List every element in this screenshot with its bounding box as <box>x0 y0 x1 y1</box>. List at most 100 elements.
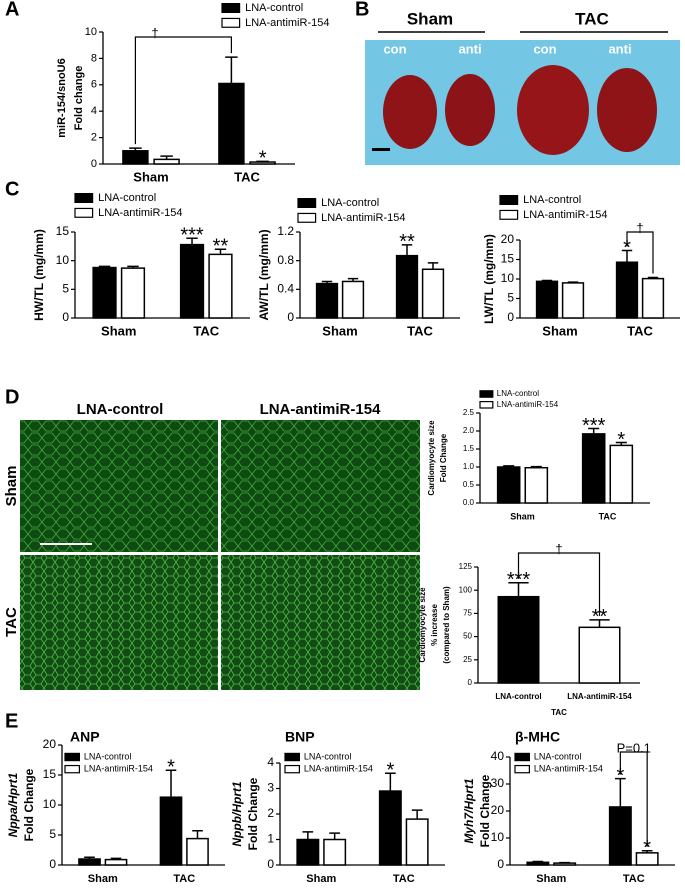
bar <box>378 790 402 866</box>
y-tick-label: 0 <box>91 158 97 170</box>
legend-swatch <box>221 17 241 28</box>
y-tick-label: 0.5 <box>463 480 475 489</box>
y-tick-label: 20 <box>501 232 515 246</box>
bar <box>120 267 146 319</box>
error-bar <box>160 155 173 160</box>
annotation: *** <box>180 225 204 247</box>
legend-swatch <box>499 209 519 220</box>
x-tick-label: TAC <box>193 323 219 338</box>
heart-photo: Sham TAC con anti con anti <box>365 9 680 165</box>
y-tick-label: 25 <box>463 655 472 664</box>
error-bar <box>84 856 95 859</box>
annotation: * <box>617 429 625 451</box>
bar <box>524 466 549 504</box>
y-tick-label: 1 <box>267 832 274 846</box>
y-tick-label: 0.8 <box>277 253 294 267</box>
group-label: Sham <box>407 9 453 28</box>
x-tick-label: TAC <box>623 873 645 885</box>
error-bar <box>192 830 203 839</box>
chart: 0 5 10 15 20 LW/TL (mg/mm) Sham TAC LNA-control L… <box>482 194 680 338</box>
chart: 0 25 50 75 100 125 Cardiomyocyte size% increas… <box>418 541 640 717</box>
y-tick-label: 15 <box>501 252 515 266</box>
bar <box>296 838 320 866</box>
chart: 0 1 2 3 4 Nppb/Hprt1 Fold Change BNP Sham TAC LNA-… <box>230 729 445 885</box>
panel-letter: A <box>5 0 19 20</box>
x-tick-label: TAC <box>173 873 195 885</box>
micrograph <box>20 555 218 690</box>
error-bar <box>214 248 227 255</box>
bar <box>208 253 233 319</box>
error-bar <box>621 249 633 263</box>
y-tick-label: 20 <box>491 803 505 817</box>
y-axis-label: Fold change <box>73 66 85 131</box>
legend-label: LNA-control <box>523 194 581 206</box>
x-tick-label: Sham <box>322 323 357 338</box>
y-tick-label: 2 <box>91 132 97 144</box>
y-axis-label: Nppb/Hprt1 <box>230 781 244 847</box>
annotation: † <box>151 25 158 40</box>
x-tick-label: LNA-antimiR-154 <box>567 692 632 701</box>
bar <box>641 277 665 319</box>
y-tick-label: 40 <box>491 749 505 763</box>
y-tick-label: 10 <box>491 830 505 844</box>
annotation: † <box>636 220 643 235</box>
bracket <box>619 751 648 847</box>
error-bar <box>532 860 544 863</box>
bar <box>315 282 339 319</box>
legend-label: LNA-antimiR-154 <box>523 209 607 221</box>
y-tick-label: 2 <box>267 806 274 820</box>
y-axis-label: (compared to Sham) <box>442 586 451 664</box>
error-bar <box>567 281 579 283</box>
error-bar <box>614 777 626 807</box>
annotation: ** <box>592 606 608 628</box>
error-bar <box>110 857 122 860</box>
y-tick-label: 75 <box>463 609 472 618</box>
chart: 0 10 20 30 40 Myh7/Hprt1 Fold Change β-MHC Sham T… <box>462 729 675 885</box>
bar <box>159 796 183 866</box>
chart-title: BNP <box>285 729 315 745</box>
bar <box>561 282 585 319</box>
x-tick-label: Sham <box>510 511 535 521</box>
photo-label: con <box>533 41 556 56</box>
y-tick-label: 10 <box>501 271 515 285</box>
legend-label: LNA-antimiR-154 <box>497 400 559 409</box>
bar <box>581 433 606 504</box>
error-bar <box>641 849 653 853</box>
bar <box>609 444 634 504</box>
x-tick-label: TAC <box>627 323 653 338</box>
error-bar <box>165 769 177 798</box>
error-bar <box>411 809 423 820</box>
y-tick-label: 15 <box>56 224 70 238</box>
bar <box>497 595 540 684</box>
annotation: *** <box>582 415 606 437</box>
y-axis-label: HW/TL (mg/mm) <box>32 229 46 321</box>
chart: 0 0.4 0.8 1.2 AW/TL (mg/mm) Sham TAC LNA-contro… <box>257 197 460 338</box>
chart-title: ANP <box>70 729 100 745</box>
x-tick-label: TAC <box>393 873 415 885</box>
chart: 0 5 10 15 HW/TL (mg/mm) Sham TAC LNA-control LNA… <box>32 192 250 338</box>
scale-bar <box>40 543 92 545</box>
y-tick-label: 0 <box>507 310 514 324</box>
photo-label: anti <box>458 41 481 56</box>
error-bar <box>541 279 553 282</box>
photo-label: anti <box>608 41 631 56</box>
error-bar <box>508 582 529 597</box>
error-bar <box>129 147 142 151</box>
error-bar <box>401 244 413 256</box>
annotation: ** <box>213 235 229 257</box>
legend-label: LNA-control <box>98 192 156 204</box>
legend-label: LNA-antimiR-154 <box>304 764 373 774</box>
legend-label: LNA-control <box>245 2 303 14</box>
legend-swatch <box>64 764 80 774</box>
error-bar <box>225 56 238 84</box>
x-tick-label: TAC <box>407 323 433 338</box>
x-tick-label: Sham <box>542 323 577 338</box>
chart: 0.0 0.5 1.0 1.5 2.0 2.5 Cardiomyocyte size Fold… <box>427 389 650 521</box>
bar <box>218 82 245 165</box>
legend-label: LNA-control <box>321 197 379 209</box>
error-bar <box>503 465 515 467</box>
x-tick-label: LNA-control <box>495 692 541 701</box>
y-tick-label: 5 <box>507 291 514 305</box>
y-tick-label: 4 <box>91 105 97 117</box>
